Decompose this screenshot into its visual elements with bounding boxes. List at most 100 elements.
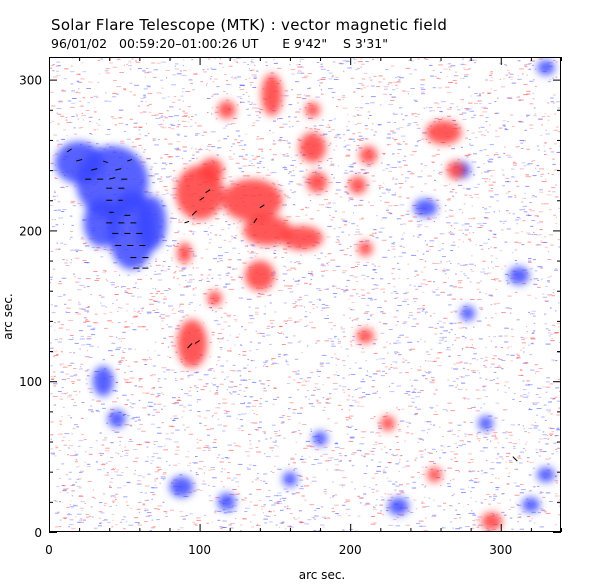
noise-speck	[252, 87, 257, 88]
noise-speck	[241, 148, 245, 150]
noise-speck	[250, 422, 253, 424]
noise-speck	[477, 516, 482, 518]
noise-speck	[104, 70, 109, 72]
noise-speck	[318, 165, 320, 166]
noise-speck	[375, 490, 379, 492]
noise-speck	[345, 348, 349, 350]
noise-speck	[328, 322, 333, 324]
noise-speck	[142, 504, 146, 506]
noise-speck	[181, 389, 183, 390]
noise-speck	[161, 162, 167, 164]
noise-speck	[123, 516, 126, 518]
noise-speck	[530, 337, 535, 339]
noise-speck	[186, 370, 189, 372]
noise-speck	[239, 275, 241, 277]
noise-speck	[165, 315, 170, 317]
noise-speck	[372, 269, 377, 271]
noise-speck	[392, 113, 398, 115]
noise-speck	[493, 234, 497, 236]
noise-speck	[279, 522, 283, 524]
noise-speck	[292, 278, 294, 280]
noise-speck	[168, 464, 171, 466]
noise-speck	[342, 331, 345, 333]
noise-speck	[529, 176, 532, 178]
noise-speck	[424, 517, 427, 519]
noise-speck	[304, 523, 309, 525]
noise-speck	[370, 102, 375, 104]
noise-speck	[416, 341, 420, 343]
noise-speck	[209, 225, 214, 227]
noise-speck	[112, 401, 117, 403]
noise-speck	[415, 113, 417, 115]
noise-speck	[160, 270, 164, 272]
noise-speck	[341, 484, 346, 486]
noise-speck	[52, 226, 54, 228]
noise-speck	[262, 431, 266, 433]
noise-speck	[540, 491, 542, 493]
noise-speck	[327, 253, 332, 255]
noise-speck	[482, 111, 487, 113]
noise-speck	[379, 397, 381, 399]
noise-speck	[172, 180, 177, 182]
noise-speck	[184, 365, 189, 367]
noise-speck	[225, 274, 229, 276]
noise-speck	[529, 490, 532, 492]
noise-speck	[413, 414, 418, 416]
noise-speck	[479, 450, 485, 452]
noise-speck	[390, 366, 393, 368]
noise-speck	[312, 304, 315, 306]
noise-speck	[226, 389, 228, 391]
noise-speck	[551, 191, 556, 193]
noise-speck	[210, 76, 213, 77]
noise-speck	[537, 171, 540, 173]
noise-speck	[297, 517, 300, 519]
noise-speck	[550, 340, 555, 342]
noise-speck	[300, 66, 305, 68]
noise-speck	[195, 456, 198, 457]
noise-speck	[169, 175, 172, 177]
noise-speck	[521, 489, 526, 491]
noise-speck	[129, 402, 132, 404]
noise-speck	[137, 419, 141, 421]
noise-speck	[251, 245, 256, 247]
noise-speck	[447, 467, 452, 469]
noise-speck	[320, 63, 323, 65]
noise-speck	[560, 182, 561, 184]
noise-speck	[286, 155, 290, 157]
noise-speck	[154, 478, 158, 480]
noise-speck	[68, 319, 74, 321]
noise-speck	[505, 431, 508, 433]
noise-speck	[454, 461, 458, 462]
noise-speck	[238, 135, 241, 137]
noise-speck	[176, 446, 180, 448]
noise-speck	[421, 119, 423, 120]
noise-speck	[384, 88, 388, 90]
noise-speck	[493, 371, 497, 373]
noise-speck	[267, 169, 269, 171]
noise-speck	[194, 114, 197, 116]
noise-speck	[65, 117, 68, 118]
noise-speck	[483, 163, 485, 165]
noise-speck	[499, 220, 503, 222]
noise-speck	[472, 461, 474, 463]
noise-speck	[61, 378, 67, 380]
noise-speck	[90, 96, 93, 98]
noise-speck	[235, 61, 238, 63]
noise-speck	[241, 326, 243, 328]
noise-speck	[489, 496, 492, 498]
noise-speck	[115, 390, 118, 392]
noise-speck	[265, 61, 268, 63]
noise-speck	[402, 358, 405, 360]
noise-speck	[334, 296, 337, 298]
noise-speck	[346, 144, 350, 146]
noise-speck	[467, 60, 470, 62]
noise-speck	[476, 398, 479, 400]
noise-speck	[239, 101, 242, 103]
noise-speck	[522, 197, 526, 199]
noise-speck	[555, 61, 558, 63]
noise-speck	[332, 285, 335, 287]
noise-speck	[398, 354, 402, 356]
noise-speck	[355, 149, 357, 151]
noise-speck	[505, 437, 508, 439]
noise-speck	[544, 323, 548, 325]
